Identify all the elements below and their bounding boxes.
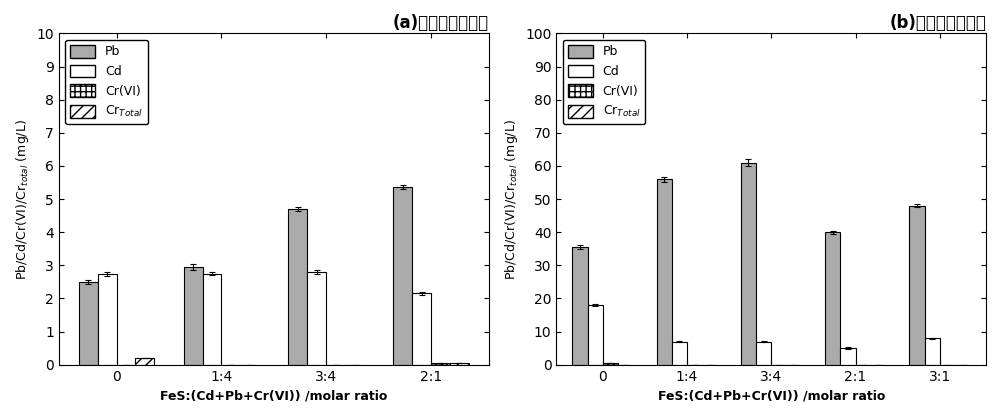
Bar [98, 274, 117, 365]
Legend: Pb, Cd, Cr(VI), Cr$_{Total}$: Pb, Cd, Cr(VI), Cr$_{Total}$ [563, 40, 645, 124]
Bar [672, 342, 687, 365]
Bar [184, 267, 203, 365]
Text: (a)中浓度污染土壤: (a)中浓度污染土壤 [393, 14, 489, 32]
Bar [603, 363, 618, 365]
Bar [741, 163, 756, 365]
Bar [925, 338, 940, 365]
X-axis label: FeS:(Cd+Pb+Cr(VI)) /molar ratio: FeS:(Cd+Pb+Cr(VI)) /molar ratio [658, 389, 885, 402]
Bar [412, 293, 431, 365]
Bar [79, 282, 98, 365]
Bar [572, 247, 588, 365]
Bar [307, 272, 326, 365]
Bar [588, 305, 603, 365]
Bar [203, 274, 221, 365]
Bar [909, 206, 925, 365]
Bar [135, 358, 154, 365]
Y-axis label: Pb/Cd/Cr(VI)/Cr$_{total}$ (mg/L): Pb/Cd/Cr(VI)/Cr$_{total}$ (mg/L) [14, 119, 31, 280]
Bar [840, 348, 856, 365]
Text: (b)高浓度污染土壤: (b)高浓度污染土壤 [889, 14, 986, 32]
Bar [288, 209, 307, 365]
Bar [657, 179, 672, 365]
Bar [431, 363, 450, 365]
Legend: Pb, Cd, Cr(VI), Cr$_{Total}$: Pb, Cd, Cr(VI), Cr$_{Total}$ [65, 40, 148, 124]
Bar [756, 342, 771, 365]
Bar [393, 188, 412, 365]
Bar [825, 232, 840, 365]
Y-axis label: Pb/Cd/Cr(VI)/Cr$_{total}$ (mg/L): Pb/Cd/Cr(VI)/Cr$_{total}$ (mg/L) [503, 119, 520, 280]
Bar [450, 363, 469, 365]
X-axis label: FeS:(Cd+Pb+Cr(VI)) /molar ratio: FeS:(Cd+Pb+Cr(VI)) /molar ratio [160, 389, 387, 402]
